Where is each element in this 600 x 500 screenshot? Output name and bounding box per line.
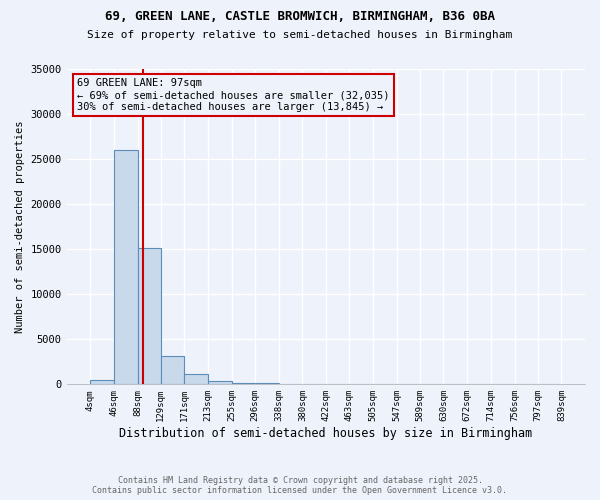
Bar: [161, 356, 184, 384]
Text: 69, GREEN LANE, CASTLE BROMWICH, BIRMINGHAM, B36 0BA: 69, GREEN LANE, CASTLE BROMWICH, BIRMING…: [105, 10, 495, 23]
Bar: [114, 150, 137, 384]
Bar: [184, 374, 208, 384]
Bar: [90, 380, 114, 384]
Text: Contains HM Land Registry data © Crown copyright and database right 2025.
Contai: Contains HM Land Registry data © Crown c…: [92, 476, 508, 495]
Bar: [208, 380, 232, 384]
Y-axis label: Number of semi-detached properties: Number of semi-detached properties: [15, 120, 25, 333]
Text: 69 GREEN LANE: 97sqm
← 69% of semi-detached houses are smaller (32,035)
30% of s: 69 GREEN LANE: 97sqm ← 69% of semi-detac…: [77, 78, 389, 112]
Text: Size of property relative to semi-detached houses in Birmingham: Size of property relative to semi-detach…: [88, 30, 512, 40]
X-axis label: Distribution of semi-detached houses by size in Birmingham: Distribution of semi-detached houses by …: [119, 427, 532, 440]
Bar: [137, 248, 161, 384]
Bar: [232, 382, 255, 384]
